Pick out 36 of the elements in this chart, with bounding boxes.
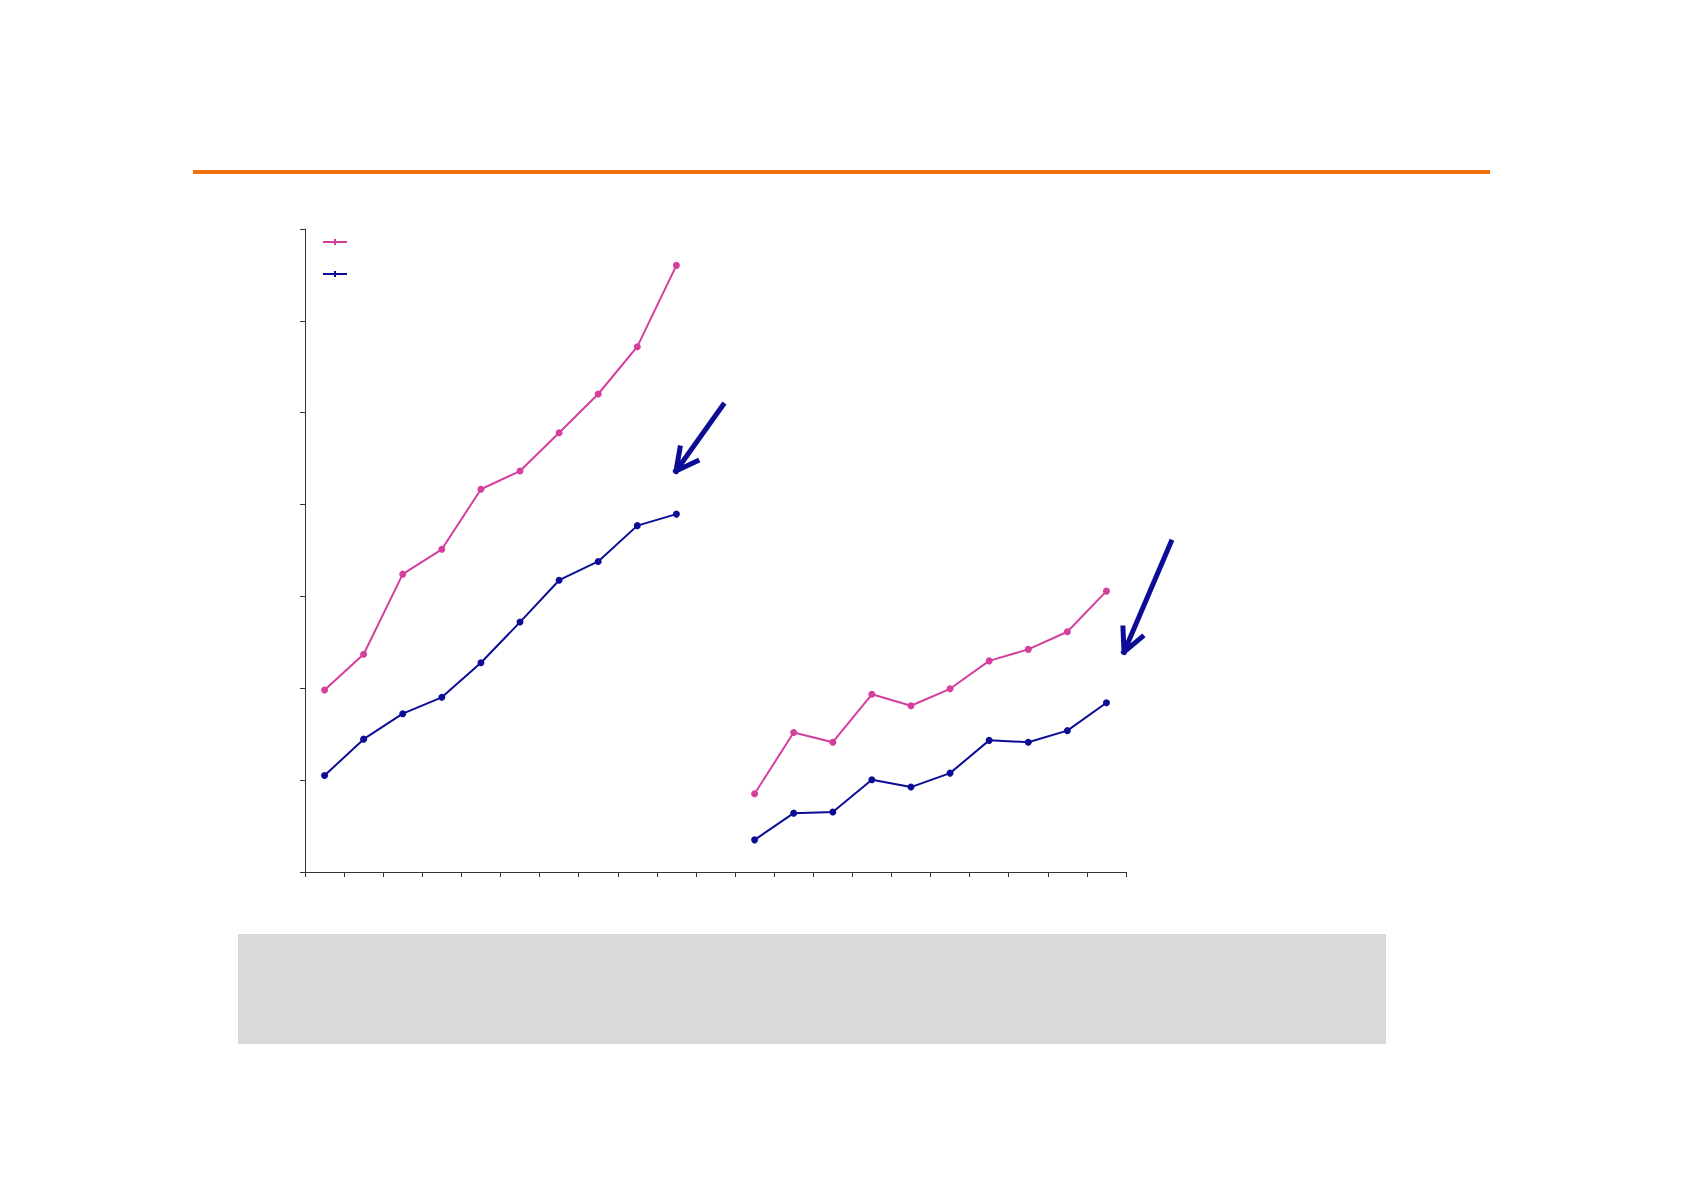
point bbox=[399, 570, 407, 578]
point bbox=[594, 557, 602, 565]
point bbox=[321, 686, 329, 694]
point bbox=[399, 710, 407, 718]
point bbox=[1024, 738, 1032, 746]
point bbox=[790, 809, 798, 817]
point bbox=[672, 510, 680, 518]
point bbox=[321, 772, 329, 780]
point bbox=[1024, 645, 1032, 653]
point bbox=[633, 522, 641, 530]
point bbox=[360, 650, 368, 658]
point bbox=[438, 545, 446, 553]
point bbox=[555, 576, 563, 584]
point bbox=[633, 343, 641, 351]
point bbox=[907, 702, 915, 710]
point bbox=[672, 261, 680, 269]
point bbox=[751, 836, 759, 844]
point bbox=[751, 790, 759, 798]
point bbox=[790, 728, 798, 736]
point bbox=[1102, 699, 1110, 707]
point bbox=[985, 657, 993, 665]
point bbox=[868, 690, 876, 698]
point bbox=[829, 808, 837, 816]
point bbox=[477, 659, 485, 667]
point bbox=[868, 776, 876, 784]
point bbox=[946, 685, 954, 693]
point bbox=[477, 485, 485, 493]
point bbox=[438, 693, 446, 701]
point bbox=[594, 390, 602, 398]
point bbox=[555, 429, 563, 437]
point bbox=[1102, 587, 1110, 595]
point bbox=[985, 736, 993, 744]
point bbox=[1063, 628, 1071, 636]
point bbox=[360, 735, 368, 743]
point bbox=[1063, 727, 1071, 735]
point bbox=[829, 738, 837, 746]
